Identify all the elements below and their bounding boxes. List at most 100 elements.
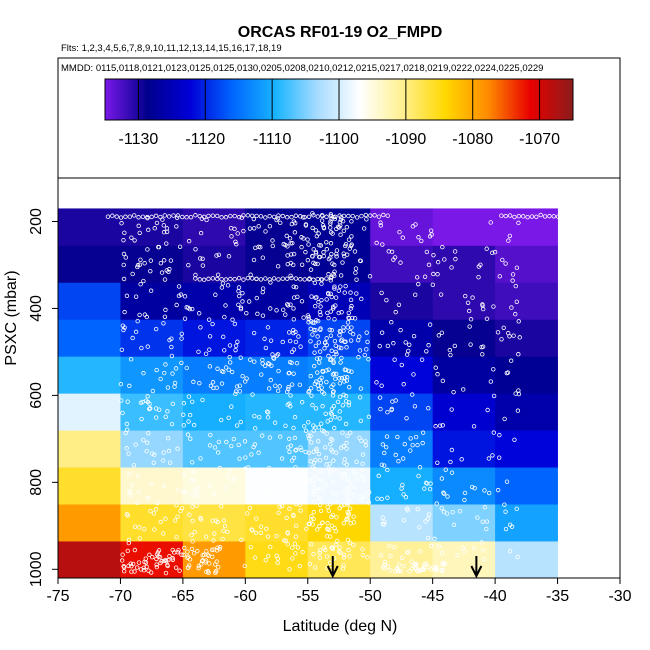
heatmap-cell <box>370 282 434 320</box>
sample-point <box>433 365 438 370</box>
sample-point <box>114 214 119 219</box>
sample-point <box>162 370 167 376</box>
sample-point <box>375 496 380 501</box>
heatmap-cell <box>307 245 371 283</box>
sample-point <box>398 327 403 333</box>
sample-point <box>435 272 440 277</box>
sample-point <box>306 521 311 527</box>
sample-point <box>174 302 179 308</box>
sample-point <box>345 252 350 257</box>
sample-point <box>333 214 338 219</box>
sample-point <box>158 519 163 525</box>
sample-points <box>105 211 618 576</box>
sample-point <box>286 371 291 376</box>
sample-point <box>341 555 347 560</box>
sample-point <box>246 465 251 470</box>
sample-point <box>329 348 334 354</box>
sample-point <box>321 250 326 255</box>
sample-point <box>452 249 458 254</box>
sample-point <box>338 273 344 278</box>
sample-point <box>312 500 317 505</box>
sample-point <box>427 486 433 492</box>
sample-point <box>376 214 382 219</box>
sample-point <box>486 490 492 496</box>
sample-point <box>155 550 161 555</box>
sample-point <box>396 302 402 307</box>
sample-point <box>164 241 169 246</box>
sample-point <box>260 313 266 318</box>
sample-point <box>135 318 140 324</box>
colorbar: -1130 -1120 -1110 -1100 -1090 -1080 -1070 <box>104 78 574 148</box>
sample-point <box>249 452 254 457</box>
sample-point <box>137 312 142 318</box>
sample-point <box>346 310 351 316</box>
sample-point <box>231 436 237 442</box>
sample-point <box>158 260 164 266</box>
sample-point <box>258 530 264 536</box>
sample-point <box>190 504 195 509</box>
sample-point <box>279 503 285 509</box>
sample-point <box>315 488 320 493</box>
sample-point <box>323 455 329 461</box>
sample-point <box>378 223 384 228</box>
sample-point <box>514 506 519 512</box>
heatmap-cell <box>58 541 121 579</box>
sample-point <box>491 430 496 435</box>
sample-point <box>129 235 134 240</box>
sample-point <box>312 486 317 491</box>
sample-point <box>163 362 168 367</box>
sample-point <box>329 447 334 452</box>
sample-point <box>174 224 179 229</box>
sample-point <box>189 532 194 538</box>
sample-point <box>301 424 307 429</box>
sample-point <box>428 481 433 486</box>
sample-point <box>336 310 341 316</box>
sample-point <box>205 569 211 574</box>
sample-point <box>346 402 352 408</box>
sample-point <box>402 441 407 447</box>
sample-point <box>356 355 361 360</box>
sample-point <box>308 267 314 272</box>
sample-point <box>315 334 320 339</box>
sample-point <box>337 471 342 477</box>
sample-point <box>308 385 314 391</box>
sample-point <box>285 531 291 536</box>
sample-point <box>346 488 351 494</box>
sample-point <box>258 277 264 282</box>
sample-point <box>283 423 288 429</box>
sample-point <box>188 214 194 220</box>
sample-point <box>148 508 153 514</box>
sample-point <box>189 492 194 498</box>
sample-point <box>332 338 338 344</box>
sample-point <box>177 568 182 573</box>
sample-point <box>384 444 389 450</box>
sample-point <box>377 395 383 400</box>
sample-point <box>124 446 129 451</box>
sample-point <box>245 511 250 516</box>
sample-point <box>190 539 195 544</box>
sample-point <box>272 420 278 425</box>
sample-point <box>310 332 315 337</box>
sample-point <box>354 459 359 464</box>
sample-point <box>188 436 193 441</box>
sample-point <box>359 438 364 444</box>
sample-point <box>215 519 220 525</box>
sample-point <box>385 495 390 500</box>
sample-point <box>332 284 337 289</box>
heatmap-cell <box>58 467 121 505</box>
heatmap-cell <box>370 467 434 505</box>
sample-point <box>145 216 150 221</box>
sample-point <box>385 467 390 473</box>
sample-point <box>496 455 502 460</box>
sample-point <box>186 419 191 424</box>
sample-point <box>309 488 314 494</box>
sample-point <box>126 563 131 569</box>
sample-point <box>502 416 507 422</box>
sample-point <box>203 534 209 539</box>
sample-point <box>311 247 316 252</box>
sample-point <box>161 531 166 536</box>
sample-point <box>324 462 329 467</box>
sample-point <box>324 276 329 281</box>
sample-point <box>138 257 143 263</box>
sample-point <box>211 385 216 391</box>
